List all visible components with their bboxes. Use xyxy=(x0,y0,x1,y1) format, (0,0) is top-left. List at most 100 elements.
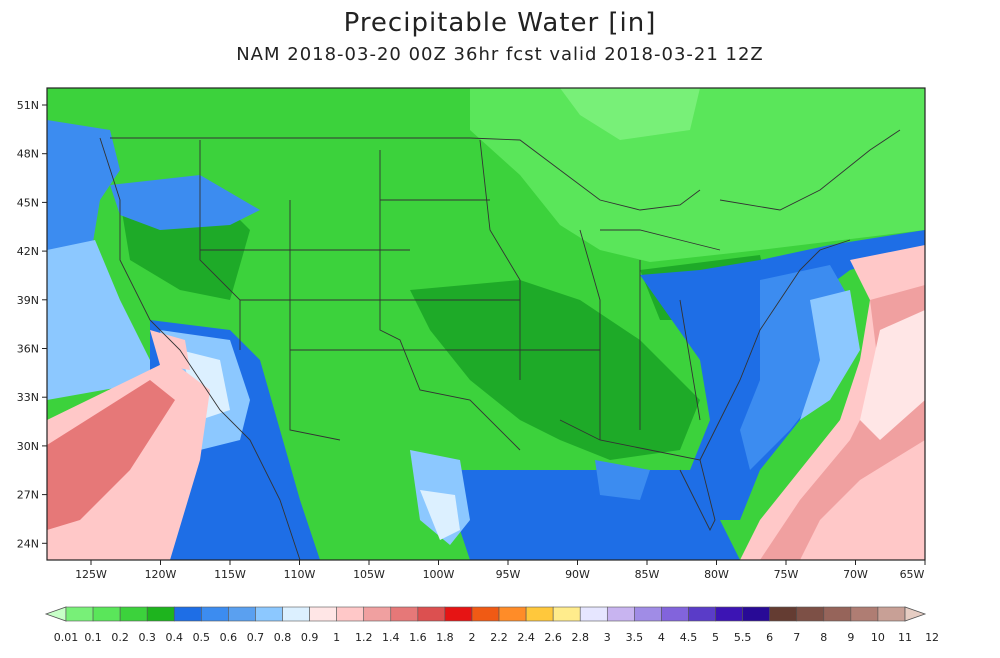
lon-tick-label: 105W xyxy=(353,568,385,581)
colorbar-swatch xyxy=(498,606,527,622)
colorbar-swatch xyxy=(65,606,94,622)
colorbar-swatch xyxy=(417,606,446,622)
lon-tick-label: 120W xyxy=(145,568,177,581)
colorbar-level-label: 3 xyxy=(604,631,611,644)
colorbar-level-label: 3.5 xyxy=(626,631,644,644)
field-green-central xyxy=(410,280,700,460)
colorbar-swatch xyxy=(877,606,906,622)
colorbar-arrow-right xyxy=(904,606,927,622)
northeast-coast xyxy=(719,129,901,211)
colorbar-swatch xyxy=(525,606,554,622)
field-pale-texas xyxy=(420,490,460,540)
lat-tick-label: 24N xyxy=(17,537,39,550)
colorbar-swatch xyxy=(742,606,770,622)
colorbar-level-label: 1.8 xyxy=(436,631,454,644)
colorbar-swatch xyxy=(552,606,581,622)
lon-tick-label: 115W xyxy=(214,568,246,581)
colorbar-level-label: 2.4 xyxy=(517,631,535,644)
lon-tick-label: 125W xyxy=(75,568,107,581)
colorbar-level-label: 6 xyxy=(766,631,773,644)
lat-tick-label: 27N xyxy=(17,489,39,502)
colorbar-level-label: 0.2 xyxy=(111,631,129,644)
colorbar-swatch xyxy=(850,606,879,622)
field-blue-gulf-light xyxy=(595,460,650,500)
colorbar-level-label: 4.5 xyxy=(680,631,698,644)
colorbar-swatch xyxy=(92,606,121,622)
colorbar-swatch xyxy=(282,606,310,622)
lon-tick-label: 90W xyxy=(565,568,590,581)
colorbar-level-label: 7 xyxy=(793,631,800,644)
lat-tick-label: 45N xyxy=(17,196,39,209)
map-field xyxy=(47,88,925,560)
colorbar-swatch xyxy=(444,606,473,622)
field-blue-idaho xyxy=(110,175,260,230)
colorbar-level-label: 10 xyxy=(871,631,885,644)
colorbar-level-label: 9 xyxy=(847,631,854,644)
lon-tick-label: 110W xyxy=(284,568,316,581)
colorbar-level-label: 2.6 xyxy=(544,631,562,644)
colorbar-level-label: 8 xyxy=(820,631,827,644)
colorbar-level-label: 4 xyxy=(658,631,665,644)
colorbar-swatch xyxy=(688,606,716,622)
lon-tick-label: 70W xyxy=(843,568,868,581)
state-lines-east xyxy=(579,229,701,440)
state-line-1 xyxy=(199,140,241,350)
colorbar-swatch xyxy=(634,606,662,622)
state-line-4 xyxy=(479,139,521,380)
colorbar: 0.01 0.1 0.2 0.3 0.4 0.5 0.6 0.7 0.8 0.9 1 1.2 1.4 1.… xyxy=(44,606,939,644)
colorbar-level-label: 2 xyxy=(468,631,475,644)
colorbar-level-label: 0.6 xyxy=(220,631,238,644)
colorbar-level-label: 0.4 xyxy=(166,631,184,644)
colorbar-level-label: 0.1 xyxy=(84,631,102,644)
colorbar-swatch xyxy=(228,606,256,622)
lon-tick-label: 80W xyxy=(704,568,729,581)
east-coastline xyxy=(699,239,851,461)
lon-tick-label: 65W xyxy=(900,568,925,581)
colorbar-swatch xyxy=(579,606,608,622)
great-lakes xyxy=(559,169,721,251)
colorbar-swatch xyxy=(146,606,175,622)
colorbar-level-label: 5 xyxy=(712,631,719,644)
colorbar-level-label: 1.4 xyxy=(382,631,400,644)
state-lines-horizontal xyxy=(200,199,600,351)
lon-tick-label: 95W xyxy=(496,568,521,581)
colorbar-level-label: 0.01 xyxy=(54,631,79,644)
field-pale-socal xyxy=(180,350,230,420)
colorbar-level-label: 2.2 xyxy=(490,631,508,644)
colorbar-swatch xyxy=(796,606,825,622)
colorbar-swatch xyxy=(390,606,419,622)
field-pink-coast xyxy=(150,330,190,370)
colorbar-arrow-left xyxy=(44,606,67,622)
colorbar-swatch xyxy=(336,606,365,622)
colorbar-swatch xyxy=(715,606,743,622)
colorbar-level-label: 0.7 xyxy=(247,631,265,644)
lon-tick-label: 100W xyxy=(423,568,455,581)
colorbar-swatch xyxy=(661,606,689,622)
canada-border xyxy=(110,137,561,171)
field-green-northeast xyxy=(470,88,925,262)
state-line-2 xyxy=(289,200,341,441)
colorbar-swatch xyxy=(201,606,229,622)
field-green-pale-north xyxy=(560,88,700,140)
field-pink-pale-atlantic xyxy=(860,310,925,440)
colorbar-swatch xyxy=(363,606,392,622)
map-frame xyxy=(46,87,926,561)
latitude-axis: 51N 48N 45N 42N 39N 36N 33N 30N 27N 24N xyxy=(17,99,47,550)
lat-tick-label: 33N xyxy=(17,391,39,404)
gulf-coastline xyxy=(559,419,716,532)
colorbar-swatch xyxy=(471,606,500,622)
map-boundaries xyxy=(99,129,901,560)
lat-tick-label: 42N xyxy=(17,245,39,258)
colorbar-swatch xyxy=(119,606,148,622)
map-subtitle: NAM 2018-03-20 00Z 36hr fcst valid 2018-… xyxy=(236,44,764,65)
colorbar-swatch xyxy=(769,606,798,622)
colorbar-level-label: 0.3 xyxy=(138,631,156,644)
field-blue-gulf xyxy=(440,470,740,560)
west-coastline xyxy=(99,137,301,560)
colorbar-level-label: 2.8 xyxy=(571,631,589,644)
colorbar-level-label: 1 xyxy=(333,631,340,644)
lat-tick-label: 39N xyxy=(17,294,39,307)
colorbar-level-label: 0.8 xyxy=(274,631,292,644)
longitude-axis: 125W 120W 115W 110W 105W 100W 95W 90W 85W 80W 75W 7… xyxy=(75,560,926,581)
